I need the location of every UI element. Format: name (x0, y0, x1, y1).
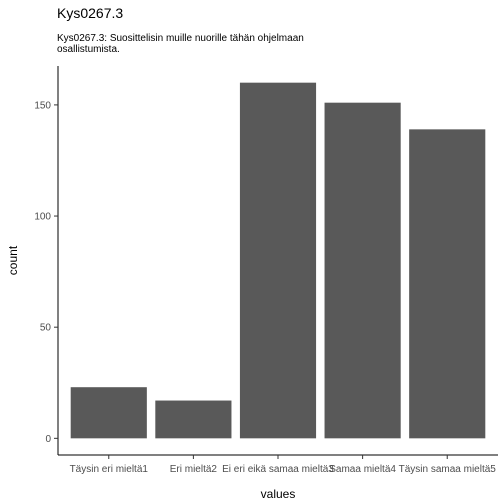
y-tick-label: 0 (45, 434, 51, 445)
y-tick-label: 150 (34, 100, 51, 111)
y-axis-title: count (6, 245, 20, 275)
x-tick-label: Samaa mieltä4 (329, 464, 396, 475)
y-tick-label: 100 (34, 212, 51, 223)
chart-title: Kys0267.3 (57, 5, 124, 21)
x-axis-ticks: Täysin eri mieltä1 Eri mieltä2 Ei eri eikä… (70, 455, 497, 475)
bar-2 (155, 400, 232, 439)
bars-group (70, 82, 486, 439)
x-tick-label: Täysin samaa mieltä5 (399, 464, 497, 475)
x-tick-label: Ei eri eikä samaa mieltä3 (222, 464, 334, 475)
x-tick-label: Täysin eri mieltä1 (70, 464, 149, 475)
bar-3 (239, 82, 317, 439)
y-axis-ticks: 0 50 100 150 (34, 100, 58, 445)
x-axis-title: values (261, 487, 296, 501)
bar-4 (324, 102, 401, 439)
chart-subtitle: Kys0267.3: Suosittelisin muille nuorille… (57, 33, 304, 55)
y-tick-label: 50 (40, 323, 52, 334)
x-tick-label: Eri mieltä2 (170, 464, 218, 475)
bar-5 (409, 129, 486, 439)
bar-1 (70, 387, 147, 439)
